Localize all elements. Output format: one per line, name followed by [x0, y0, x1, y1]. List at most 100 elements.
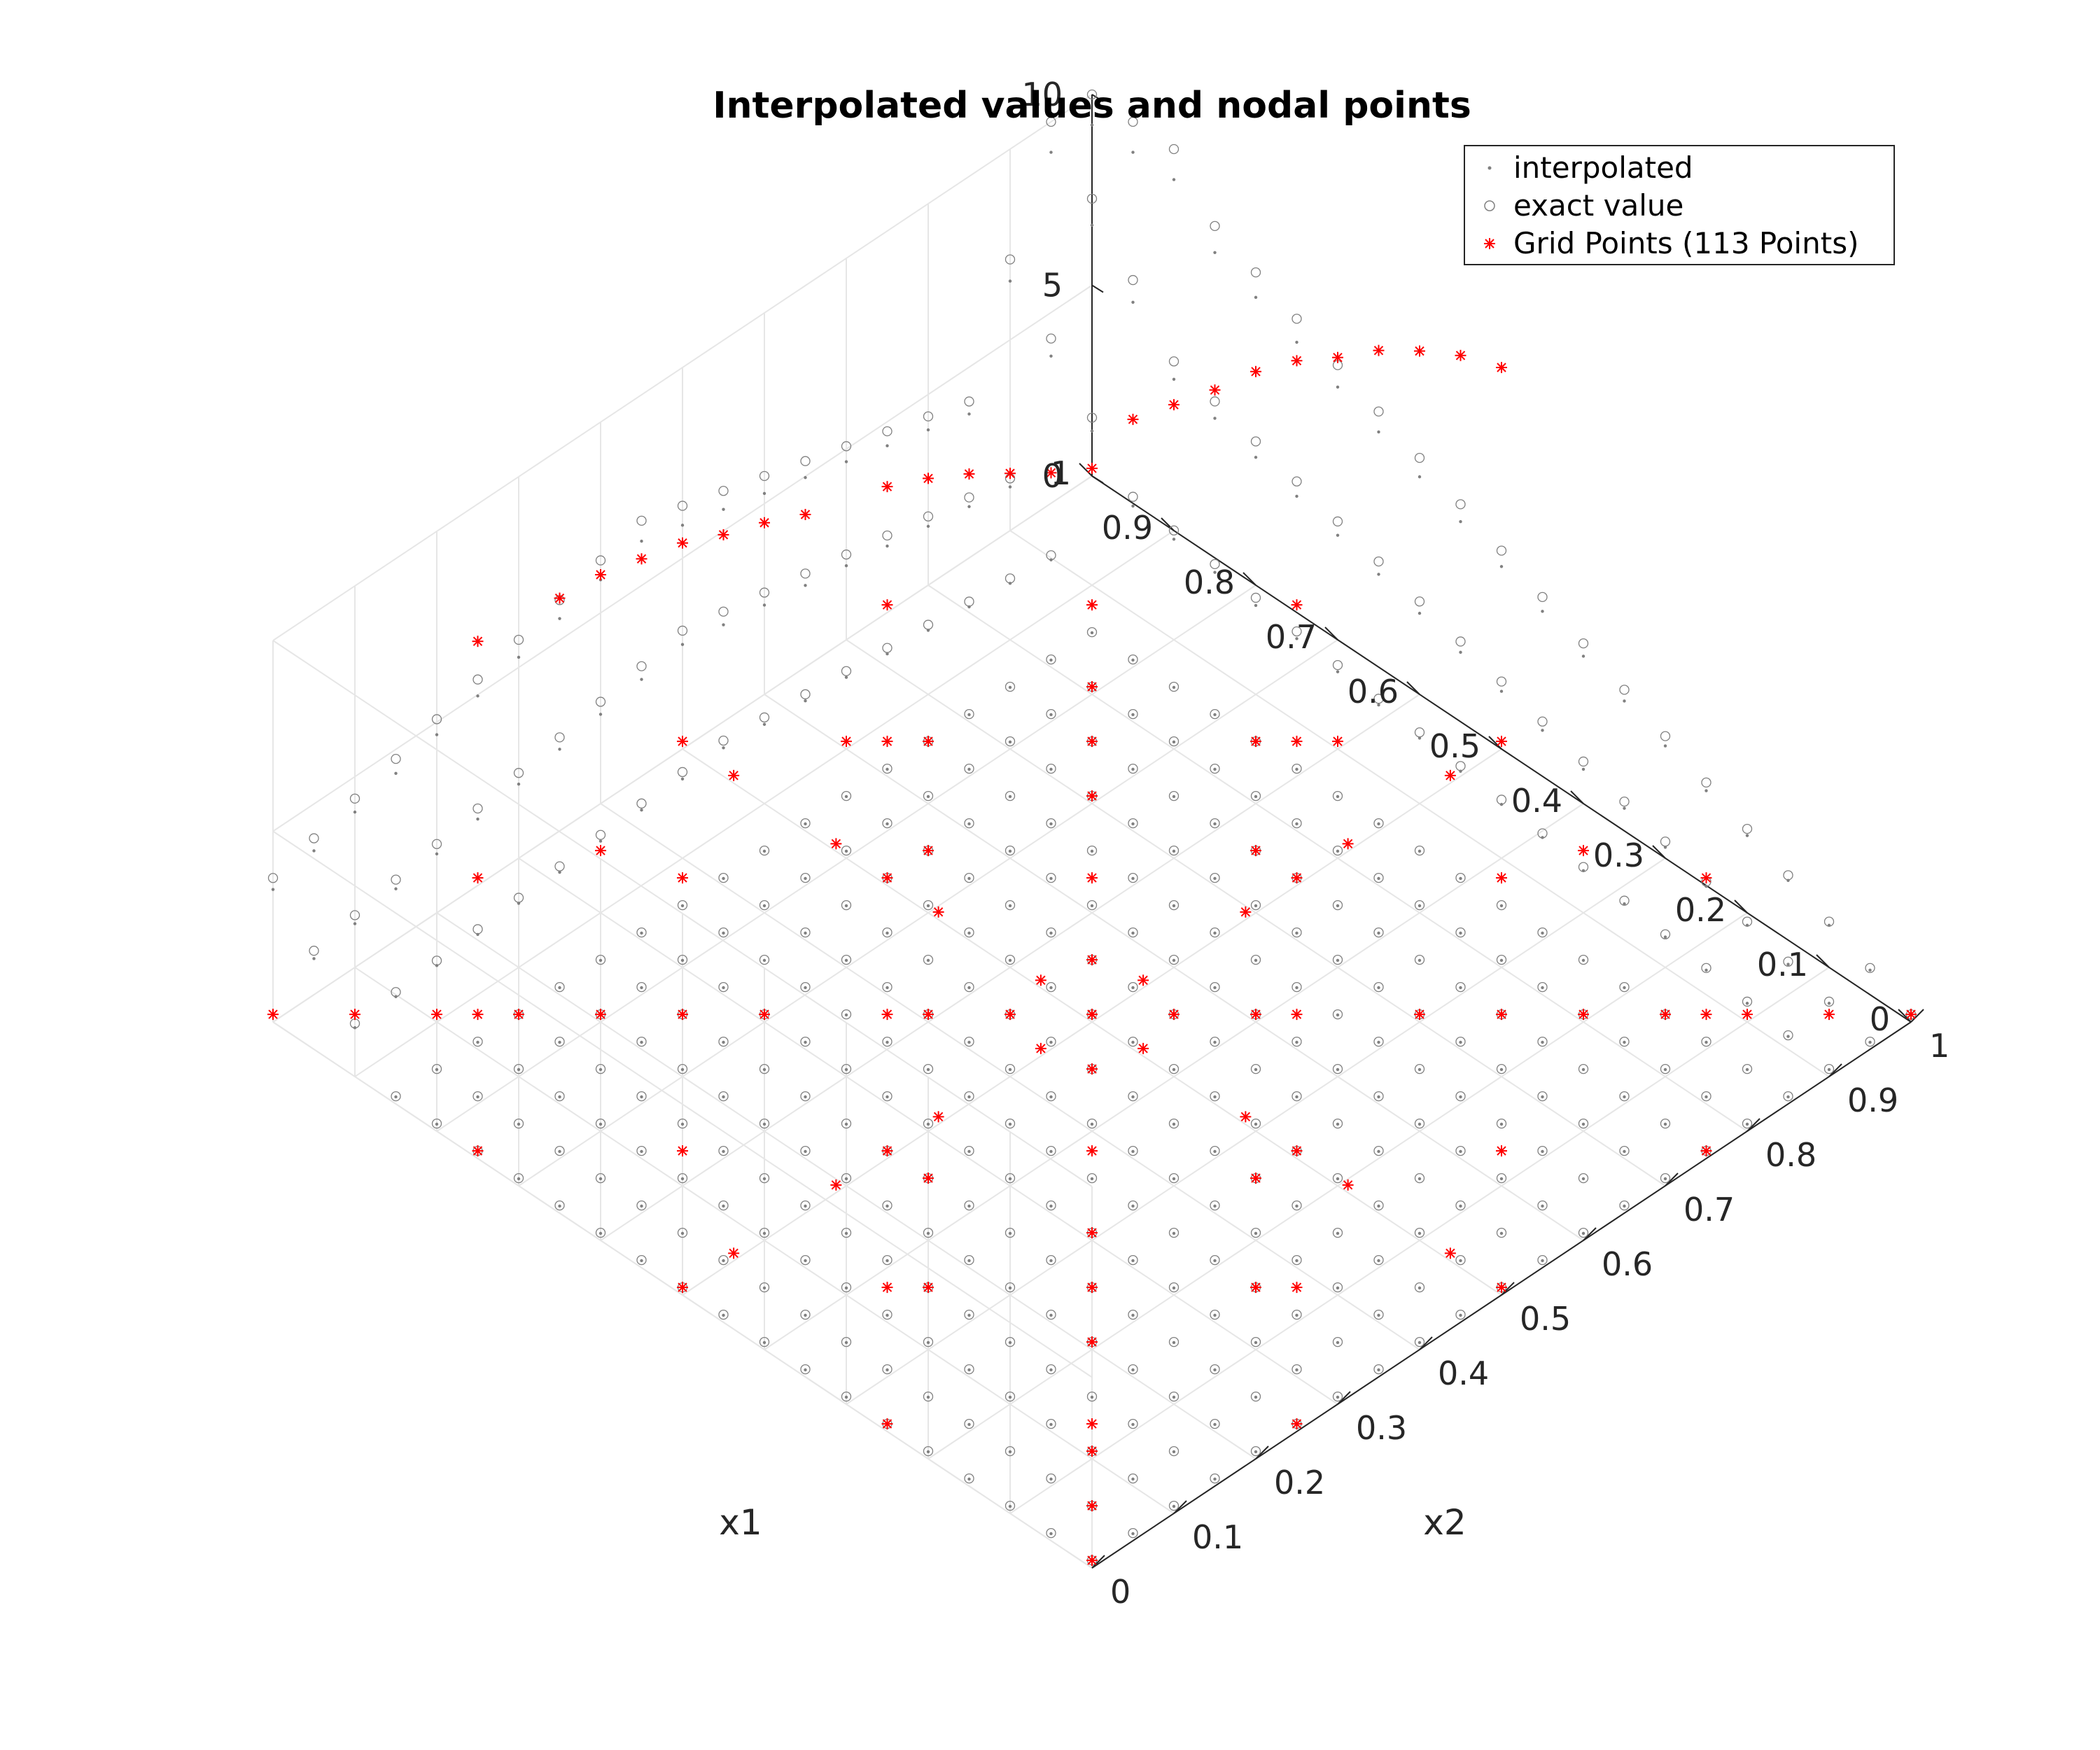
interpolated-point	[680, 1231, 685, 1236]
exact-value-point	[759, 1063, 770, 1074]
exact-value-point	[1292, 927, 1302, 938]
interpolated-point	[886, 544, 889, 548]
interpolated-point	[1172, 1450, 1176, 1454]
exact-value-point	[1168, 1391, 1180, 1402]
interpolated-point	[558, 986, 561, 990]
exact-value-point	[759, 587, 770, 598]
interpolated-point	[1623, 806, 1626, 810]
grid-point	[881, 1418, 893, 1430]
exact-value-point	[841, 845, 852, 856]
interpolated-point	[1623, 902, 1626, 906]
exact-value-point	[1537, 1036, 1548, 1047]
x1-tick-label: 0.5	[1429, 727, 1480, 765]
exact-value-point	[964, 1145, 974, 1156]
grid-point	[1240, 1111, 1252, 1123]
exact-value-point	[923, 954, 934, 965]
interpolated-point	[1418, 1122, 1422, 1126]
interpolated-point	[844, 676, 848, 679]
interpolated-point	[476, 694, 479, 698]
exact-value-point	[1086, 1391, 1098, 1402]
interpolated-point	[804, 1313, 807, 1317]
exact-value-point	[759, 1118, 770, 1129]
interpolated-point	[926, 1450, 930, 1454]
interpolated-point	[1172, 1122, 1176, 1126]
interpolated-point	[926, 1395, 930, 1399]
exact-value-point	[1292, 1036, 1302, 1047]
exact-value-point	[882, 981, 892, 993]
exact-value-point	[1578, 1118, 1589, 1129]
grid-point	[932, 1111, 944, 1123]
interpolated-point	[1459, 876, 1462, 881]
interpolated-point	[844, 460, 848, 463]
x2-tick	[1828, 1063, 1842, 1077]
interpolated-point	[1008, 1340, 1012, 1345]
exact-value-point	[391, 1091, 401, 1102]
grid-point	[923, 1009, 934, 1021]
x2-tick	[1501, 1282, 1515, 1296]
grid-point	[1342, 1179, 1354, 1191]
interpolated-point	[1295, 767, 1298, 771]
exact-value-point	[1455, 1091, 1466, 1102]
exact-value-point	[718, 1254, 729, 1266]
interpolated-point	[1745, 923, 1749, 927]
interpolated-point	[1704, 884, 1708, 888]
grid-point	[881, 872, 893, 884]
exact-value-point	[759, 899, 770, 911]
interpolated-point	[926, 794, 930, 799]
interpolated-point	[353, 922, 357, 925]
exact-value-point	[1128, 763, 1138, 774]
grid-point	[718, 528, 729, 540]
exact-value-point	[1742, 823, 1753, 834]
exact-value-point	[1783, 956, 1793, 967]
interpolated-point	[1131, 504, 1135, 508]
interpolated-point	[1090, 223, 1094, 227]
exact-value-point	[964, 492, 974, 503]
x2-tick-label: 0.7	[1684, 1191, 1735, 1228]
exact-value-point	[1046, 1200, 1056, 1211]
exact-value-point	[1046, 1473, 1056, 1484]
interpolated-point	[1172, 685, 1176, 690]
exact-value-point	[1250, 1227, 1261, 1238]
exact-value-point	[1250, 436, 1261, 447]
exact-value-point	[1128, 708, 1138, 720]
exact-value-point	[718, 1200, 729, 1211]
exact-value-point	[841, 1282, 852, 1293]
exact-value-point	[923, 411, 934, 421]
interpolated-point	[1623, 986, 1626, 990]
grid-point	[472, 872, 484, 884]
interpolated-point	[804, 986, 807, 990]
interpolated-point	[1663, 744, 1667, 748]
exact-value-point	[1086, 412, 1098, 423]
exact-value-point	[964, 763, 974, 774]
grid-point	[1250, 736, 1261, 748]
x-axis-label: x1	[719, 1502, 762, 1543]
exact-value-point	[1250, 954, 1261, 965]
interpolated-point	[844, 849, 848, 853]
x2-tick-label: 0.4	[1438, 1354, 1489, 1392]
interpolated-point	[680, 904, 685, 908]
exact-value-point	[1128, 1527, 1138, 1539]
exact-value-point	[1004, 1227, 1016, 1238]
interpolated-point	[640, 1149, 643, 1154]
interpolated-point	[1336, 1068, 1340, 1072]
exact-value-point	[1250, 1391, 1261, 1402]
exact-value-point	[1046, 981, 1056, 993]
x2-tick	[1746, 1118, 1760, 1132]
interpolated-point	[844, 1068, 848, 1072]
exact-value-point	[1046, 818, 1056, 829]
exact-value-point	[1250, 899, 1261, 911]
interpolated-point	[1499, 1068, 1504, 1072]
exact-value-point	[636, 1145, 647, 1156]
x2-tick	[1337, 1391, 1351, 1405]
interpolated-point	[271, 888, 275, 891]
exact-value-point	[472, 1091, 483, 1102]
exact-value-point	[1865, 1036, 1875, 1047]
interpolated-point	[1418, 1340, 1422, 1345]
grid-point	[1086, 463, 1098, 475]
interpolated-point	[1049, 767, 1053, 771]
interpolated-point	[435, 964, 439, 967]
exact-value-point	[1292, 1200, 1302, 1211]
interpolated-point	[1459, 520, 1462, 524]
exact-value-point	[1414, 1118, 1425, 1129]
exact-value-point	[1128, 1418, 1138, 1429]
